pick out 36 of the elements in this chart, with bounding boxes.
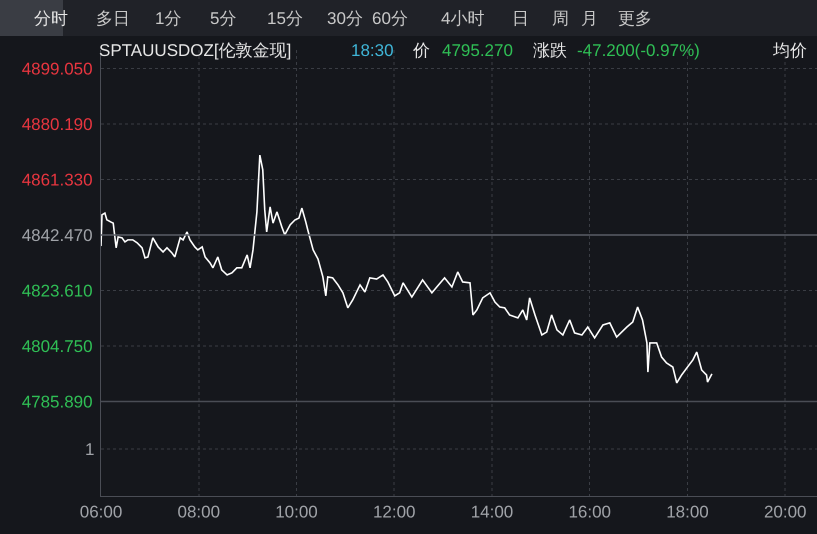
- text: 月: [581, 9, 598, 28]
- x-tick-label: 08:00: [177, 502, 220, 522]
- annotation: 价: [412, 41, 430, 60]
- y-tick-label: 4823.610: [22, 281, 93, 300]
- text: 1分: [155, 9, 182, 28]
- x-tick-label: 10:00: [275, 502, 318, 522]
- x-tick-label: 14:00: [470, 502, 514, 522]
- x-tick-label: 20:00: [764, 502, 807, 522]
- annotation: 涨跌: [533, 41, 567, 60]
- annotation: -47.200(-0.97%): [577, 41, 700, 60]
- x-tick-label: 18:00: [666, 502, 709, 522]
- chart-title: SPTAUUSDOZ[伦敦金现]: [99, 41, 292, 60]
- text: 多日: [96, 9, 130, 28]
- y-tick-label: 4785.890: [22, 392, 93, 412]
- text: 1: [85, 440, 94, 459]
- text: 15分: [267, 9, 303, 28]
- annotation: 均价: [772, 41, 807, 60]
- text: 日: [512, 9, 529, 28]
- y-tick-label: 4842.470: [22, 226, 93, 245]
- x-tick-label: 12:00: [372, 502, 416, 522]
- text: 分时: [34, 9, 68, 28]
- annotation: 18:30: [351, 41, 394, 60]
- annotation: 4795.270: [442, 41, 513, 60]
- line-series: [101, 154, 713, 384]
- y-tick-label: 4899.050: [22, 59, 93, 78]
- x-tick-label: 06:00: [80, 502, 122, 522]
- text: 周: [552, 9, 569, 28]
- y-tick-label: 4861.330: [22, 170, 93, 190]
- text: 4小时: [441, 9, 484, 28]
- x-tick-label: 16:00: [568, 502, 612, 522]
- text: 60分: [372, 9, 408, 28]
- text: 30分: [327, 9, 363, 28]
- y-tick-label: 4804.750: [22, 336, 93, 356]
- text: 更多: [618, 9, 652, 28]
- text: 5分: [210, 9, 236, 28]
- y-tick-label: 4880.190: [22, 114, 93, 134]
